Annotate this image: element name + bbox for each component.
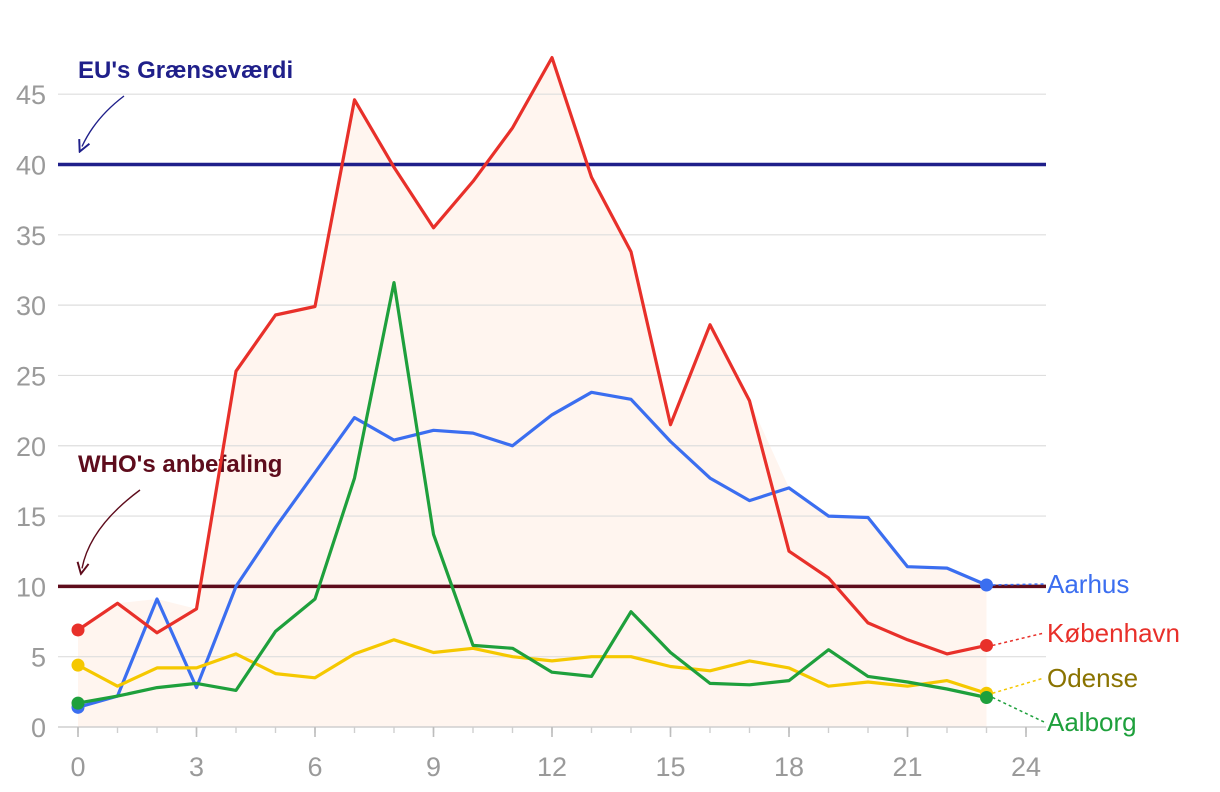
y-tick-label: 40 — [16, 151, 46, 181]
x-tick-label: 15 — [655, 752, 685, 782]
series-label: København — [1047, 618, 1180, 648]
series-label: Aarhus — [1047, 569, 1129, 599]
series-start-point — [71, 696, 85, 710]
series-leader-line — [992, 696, 1045, 723]
y-tick-label: 0 — [31, 713, 46, 743]
series-start-point — [71, 658, 85, 672]
series-end-point — [980, 638, 993, 652]
series-leader-line — [992, 677, 1045, 694]
series-end-point — [980, 690, 993, 704]
x-tick-label: 21 — [892, 752, 922, 782]
series-line-københavn — [76, 56, 989, 656]
y-tick-label: 5 — [31, 643, 46, 673]
label-layer: Aarhus København Odense Aalborg — [992, 569, 1180, 737]
series-start-point — [71, 623, 85, 637]
reference-arrow — [82, 95, 125, 147]
y-tick-label: 10 — [16, 572, 46, 602]
series-line-aalborg — [76, 281, 989, 705]
reference-label: WHO's anbefaling — [78, 451, 282, 478]
y-tick-label: 45 — [16, 80, 46, 110]
series-layer — [71, 56, 993, 714]
area-layer — [78, 57, 987, 728]
x-tick-label: 3 — [189, 752, 204, 782]
x-tick-label: 18 — [774, 752, 804, 782]
y-tick-label: 30 — [16, 291, 46, 321]
axis-layer: 0 5 10 15 20 25 30 35 40 45 0 3 6 9 12 15 18 21 24 — [16, 80, 1046, 782]
x-tick-label: 9 — [426, 752, 441, 782]
x-tick-label: 0 — [70, 752, 85, 782]
series-leader-line — [992, 632, 1045, 647]
x-tick-label: 24 — [1011, 752, 1041, 782]
series-line-aarhus — [76, 390, 989, 709]
x-tick-label: 12 — [537, 752, 567, 782]
series-label: Odense — [1047, 663, 1138, 693]
y-tick-label: 15 — [16, 502, 46, 532]
y-tick-label: 20 — [16, 432, 46, 462]
envelope-area — [78, 57, 987, 728]
reference-arrow — [82, 489, 141, 568]
x-tick-label: 6 — [307, 752, 322, 782]
y-tick-label: 25 — [16, 361, 46, 391]
series-label: Aalborg — [1047, 707, 1137, 737]
series-end-point — [980, 578, 993, 592]
reference-label: EU's Grænseværdi — [78, 57, 293, 84]
series-leader-line — [992, 583, 1045, 586]
y-tick-label: 35 — [16, 221, 46, 251]
reference-lines: EU's Grænseværdi WHO's anbefaling — [58, 57, 1046, 589]
